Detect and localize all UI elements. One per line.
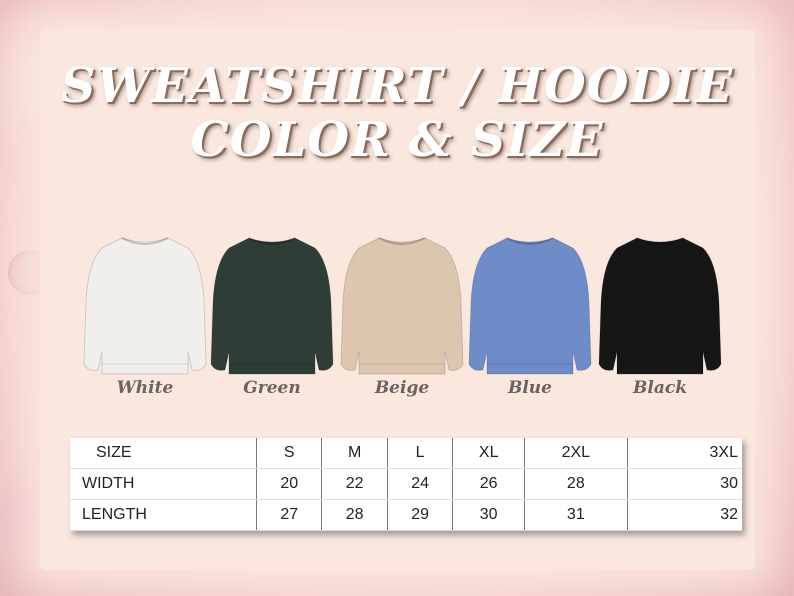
sweatshirt-white [80, 232, 210, 382]
row-label: WIDTH [70, 468, 257, 500]
sweatshirt-green [207, 232, 337, 382]
header-cell: XL [452, 438, 525, 469]
table-cell: 24 [386, 468, 453, 500]
header-cell: L [386, 438, 453, 469]
sweatshirt-beige [337, 232, 467, 382]
title-line-2: COLOR & SIZE [190, 112, 604, 168]
header-cell: S [255, 438, 322, 469]
table-cell: 30 [452, 499, 525, 531]
table-cell: 27 [255, 499, 322, 531]
header-cell: M [321, 438, 388, 469]
row-label: LENGTH [70, 499, 257, 531]
table-cell: 28 [524, 468, 628, 500]
header-cell: 3XL [626, 438, 742, 469]
table-cell: 26 [452, 468, 525, 500]
title-line-1: SWEATSHIRT / HOODIE [60, 58, 734, 114]
table-header-row: SIZE S M L XL 2XL 3XL [70, 438, 742, 469]
table-cell: 20 [255, 468, 322, 500]
color-label: White [116, 378, 174, 398]
table-cell: 32 [626, 499, 742, 531]
header-cell: SIZE [70, 438, 257, 469]
header-cell: 2XL [524, 438, 628, 469]
color-label: Blue [507, 378, 552, 398]
sweatshirt-blue [465, 232, 595, 382]
color-label: Green [243, 378, 301, 398]
table-row: WIDTH 20 22 24 26 28 30 [70, 468, 742, 500]
table-cell: 22 [321, 468, 388, 500]
table-cell: 31 [524, 499, 628, 531]
size-table: SIZE S M L XL 2XL 3XL WIDTH 20 22 24 26 … [70, 438, 742, 531]
table-cell: 28 [321, 499, 388, 531]
sweatshirt-black [595, 232, 725, 382]
color-label: Beige [374, 378, 430, 398]
table-cell: 30 [626, 468, 742, 500]
table-cell: 29 [386, 499, 453, 531]
table-row: LENGTH 27 28 29 30 31 32 [70, 499, 742, 531]
color-label: Black [633, 378, 687, 398]
